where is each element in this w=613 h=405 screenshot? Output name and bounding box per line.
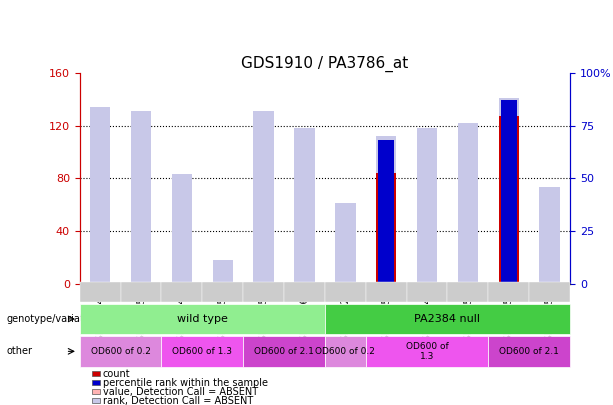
Bar [253, 111, 274, 284]
Bar [213, 271, 233, 284]
Text: percentile rank within the sample: percentile rank within the sample [103, 378, 268, 388]
Text: rank, Detection Call = ABSENT: rank, Detection Call = ABSENT [103, 396, 253, 405]
Bar [378, 140, 394, 284]
Bar [539, 211, 560, 284]
Text: OD600 of 2.1: OD600 of 2.1 [499, 347, 559, 356]
Bar [335, 203, 356, 284]
Bar [90, 107, 110, 284]
Bar [376, 136, 397, 284]
Bar [376, 173, 397, 284]
Bar [90, 126, 110, 284]
Text: value, Detection Call = ABSENT: value, Detection Call = ABSENT [103, 387, 258, 396]
Bar [376, 172, 397, 284]
Bar [294, 149, 314, 284]
Bar [253, 135, 274, 284]
Bar [498, 116, 519, 284]
Text: count: count [103, 369, 131, 379]
Title: GDS1910 / PA3786_at: GDS1910 / PA3786_at [242, 55, 408, 72]
Bar [172, 174, 192, 284]
Text: PA2384 null: PA2384 null [414, 314, 481, 324]
Text: wild type: wild type [177, 314, 227, 324]
Text: other: other [6, 346, 32, 356]
Bar [458, 158, 478, 284]
Bar [131, 126, 151, 284]
Bar [498, 98, 519, 284]
Bar [498, 116, 519, 284]
Bar [539, 187, 560, 284]
Bar [501, 100, 517, 284]
Bar [417, 128, 437, 284]
Text: OD600 of
1.3: OD600 of 1.3 [406, 342, 449, 361]
Bar [131, 111, 151, 284]
Text: OD600 of 2.1: OD600 of 2.1 [254, 347, 314, 356]
Bar [294, 128, 314, 284]
Text: OD600 of 0.2: OD600 of 0.2 [315, 347, 375, 356]
Bar [335, 233, 356, 284]
Text: OD600 of 1.3: OD600 of 1.3 [172, 347, 232, 356]
Text: OD600 of 0.2: OD600 of 0.2 [91, 347, 151, 356]
Text: genotype/variation: genotype/variation [6, 314, 99, 324]
Bar [172, 176, 192, 284]
Bar [417, 165, 437, 284]
Bar [213, 260, 233, 284]
Bar [458, 124, 478, 284]
